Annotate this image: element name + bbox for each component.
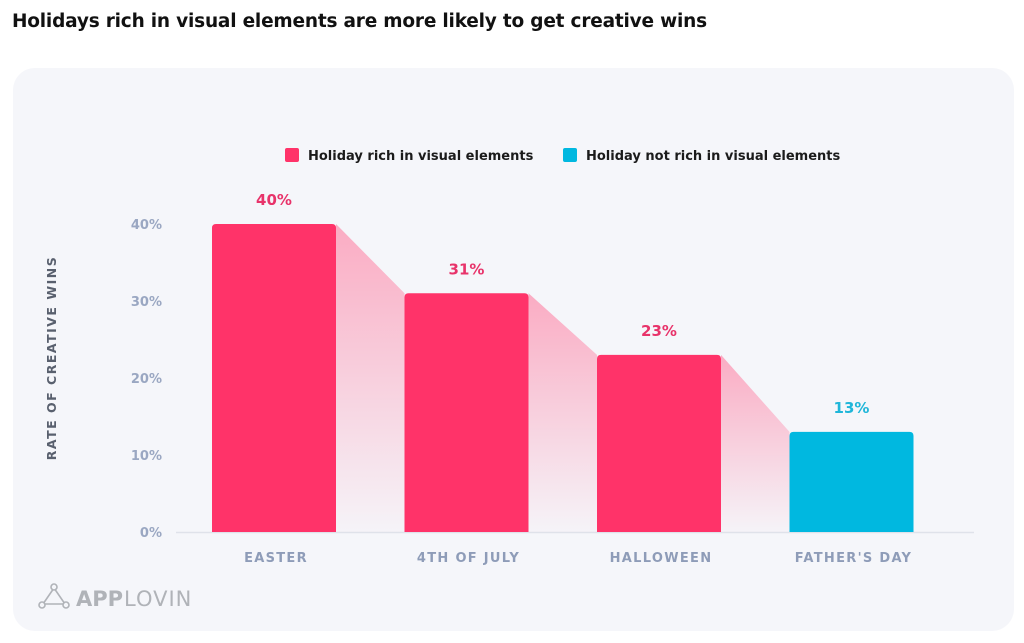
bar-connector [721, 354, 790, 532]
y-tick-label: 0% [140, 526, 162, 541]
applovin-triangle-icon [38, 583, 70, 609]
y-tick-label: 20% [131, 372, 162, 387]
bar-connector [528, 293, 597, 532]
value-label-halloween: 23% [641, 322, 677, 340]
category-label-fathers-day: FATHER'S DAY [795, 551, 913, 566]
legend-swatch-rich [285, 148, 299, 162]
bar-fathers-day [789, 431, 914, 532]
y-tick-label: 30% [131, 295, 162, 310]
y-tick-label: 40% [131, 218, 162, 233]
bar-easter [212, 224, 336, 532]
y-axis-ticks: 0% 10% 20% 30% 40% [131, 218, 162, 541]
value-labels: 40% 31% 23% 13% [256, 191, 869, 417]
chart-title: Holidays rich in visual elements are mor… [12, 11, 707, 32]
bar-halloween [597, 354, 721, 532]
legend-swatch-not-rich [563, 148, 577, 162]
value-label-easter: 40% [256, 191, 292, 209]
category-label-easter: EASTER [244, 551, 308, 566]
category-label-4th-of-july: 4TH OF JULY [417, 551, 520, 566]
bar-connector [336, 224, 405, 532]
value-label-4th-of-july: 31% [449, 260, 485, 278]
value-label-fathers-day: 13% [834, 399, 870, 417]
legend: Holiday rich in visual elements Holiday … [285, 148, 841, 164]
applovin-logo: APP LOVIN [38, 583, 192, 611]
logo-text-lovin: LOVIN [124, 587, 192, 611]
legend-label-not-rich: Holiday not rich in visual elements [586, 149, 841, 164]
logo-text-app: APP [76, 587, 123, 611]
legend-label-rich: Holiday rich in visual elements [308, 149, 534, 164]
y-axis-label: RATE OF CREATIVE WINS [44, 256, 59, 460]
bars [212, 224, 914, 532]
category-label-halloween: HALLOWEEN [610, 551, 713, 566]
y-tick-label: 10% [131, 449, 162, 464]
bar-connectors [336, 224, 790, 532]
x-axis-categories: EASTER 4TH OF JULY HALLOWEEN FATHER'S DA… [244, 551, 913, 566]
bar-4th-of-july [404, 293, 529, 532]
